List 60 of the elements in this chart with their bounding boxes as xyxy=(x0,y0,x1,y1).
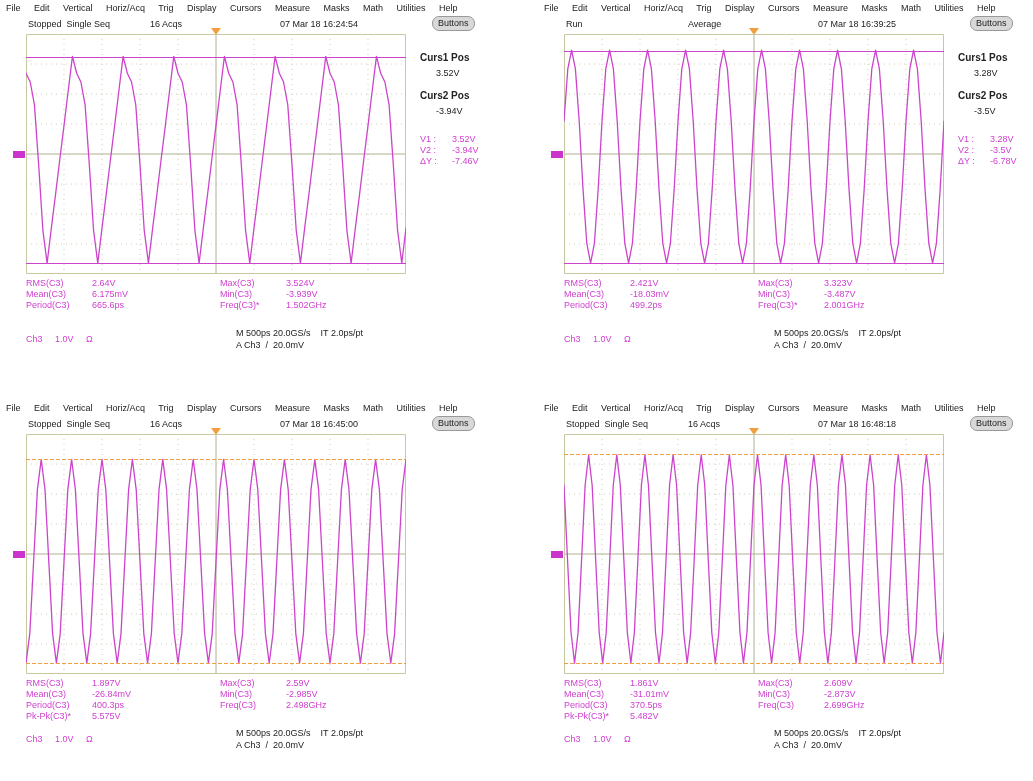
text: Run xyxy=(566,19,583,30)
text: Stopped Single Seq xyxy=(28,419,111,430)
text: M 500ps 20.0GS/s IT 2.0ps/pt xyxy=(236,328,363,339)
text: 2.609V -2.873V 2.699GHz xyxy=(824,678,865,711)
text: Stopped Single Seq xyxy=(28,19,111,30)
text: Ch3 1.0V Ω xyxy=(564,734,631,745)
text: 2.59V -2.985V 2.498GHz xyxy=(286,678,327,711)
text: File Edit Vertical Horiz/Acq Trig Display Cursors Measure Masks Math Utilities Help xyxy=(544,403,996,414)
text: 1.861V -31.01mV 370.5ps 5.482V xyxy=(630,678,670,722)
text: RMS(C3) Mean(C3) Period(C3) Pk-Pk(C3)* xyxy=(26,678,72,722)
text: Curs1 Pos xyxy=(958,52,1008,63)
text: 07 Mar 18 16:45:00 xyxy=(280,419,359,430)
text: Max(C3) Min(C3) Freq(C3) xyxy=(220,678,257,711)
text: V1 : V2 : ΔY : xyxy=(958,134,975,167)
text: Ch3 1.0V Ω xyxy=(26,734,93,745)
text: V1 : V2 : ΔY : xyxy=(420,134,437,167)
text: 1.897V -26.84mV 400.3ps 5.575V xyxy=(92,678,132,722)
text: Max(C3) Min(C3) Freq(C3)* xyxy=(758,278,798,311)
text: Buttons xyxy=(432,416,475,431)
text: 2.64V 6.175mV 665.6ps xyxy=(92,278,129,311)
text: 2.421V -18.03mV 499.2ps xyxy=(630,278,670,311)
text: Max(C3) Min(C3) Freq(C3) xyxy=(758,678,795,711)
text: 3.52V xyxy=(436,68,460,79)
text: Ch3 1.0V Ω xyxy=(26,334,93,345)
text: Max(C3) Min(C3) Freq(C3)* xyxy=(220,278,260,311)
text: A Ch3 / 20.0mV xyxy=(236,340,305,351)
text: M 500ps 20.0GS/s IT 2.0ps/pt xyxy=(236,728,363,739)
text: File Edit Vertical Horiz/Acq Trig Display Cursors Measure Masks Math Utilities Help xyxy=(544,3,996,14)
text: 3.323V -3.487V 2.001GHz xyxy=(824,278,865,311)
text: 07 Mar 18 16:24:54 xyxy=(280,19,359,30)
text: RMS(C3) Mean(C3) Period(C3) Pk-Pk(C3)* xyxy=(564,678,610,722)
text: 16 Acqs xyxy=(150,19,183,30)
text: Average xyxy=(688,19,722,30)
text: Buttons xyxy=(432,16,475,31)
text: 07 Mar 18 16:39:25 xyxy=(818,19,897,30)
text: 16 Acqs xyxy=(688,419,721,430)
text: 3.52V -3.94V -7.46V xyxy=(452,134,479,167)
text: 3.524V -3.939V 1.502GHz xyxy=(286,278,327,311)
text: A Ch3 / 20.0mV xyxy=(774,740,843,751)
text: A Ch3 / 20.0mV xyxy=(236,740,305,751)
text: Ch3 1.0V Ω xyxy=(564,334,631,345)
text: RMS(C3) Mean(C3) Period(C3) xyxy=(564,278,608,311)
text: Curs1 Pos xyxy=(420,52,470,63)
text: Curs2 Pos xyxy=(958,90,1008,101)
text: -3.94V xyxy=(436,106,463,117)
text: A Ch3 / 20.0mV xyxy=(774,340,843,351)
text: 3.28V -3.5V -6.78V xyxy=(990,134,1017,167)
text: RMS(C3) Mean(C3) Period(C3) xyxy=(26,278,70,311)
text: M 500ps 20.0GS/s IT 2.0ps/pt xyxy=(774,328,901,339)
text: Buttons xyxy=(970,16,1013,31)
text: 07 Mar 18 16:48:18 xyxy=(818,419,897,430)
text: M 500ps 20.0GS/s IT 2.0ps/pt xyxy=(774,728,901,739)
text: Buttons xyxy=(970,416,1013,431)
text: 16 Acqs xyxy=(150,419,183,430)
text: Stopped Single Seq xyxy=(566,419,649,430)
text: File Edit Vertical Horiz/Acq Trig Display Cursors Measure Masks Math Utilities Help xyxy=(6,3,458,14)
text: 3.28V xyxy=(974,68,998,79)
text: Curs2 Pos xyxy=(420,90,470,101)
text: File Edit Vertical Horiz/Acq Trig Display Cursors Measure Masks Math Utilities Help xyxy=(6,403,458,414)
text: -3.5V xyxy=(974,106,996,117)
